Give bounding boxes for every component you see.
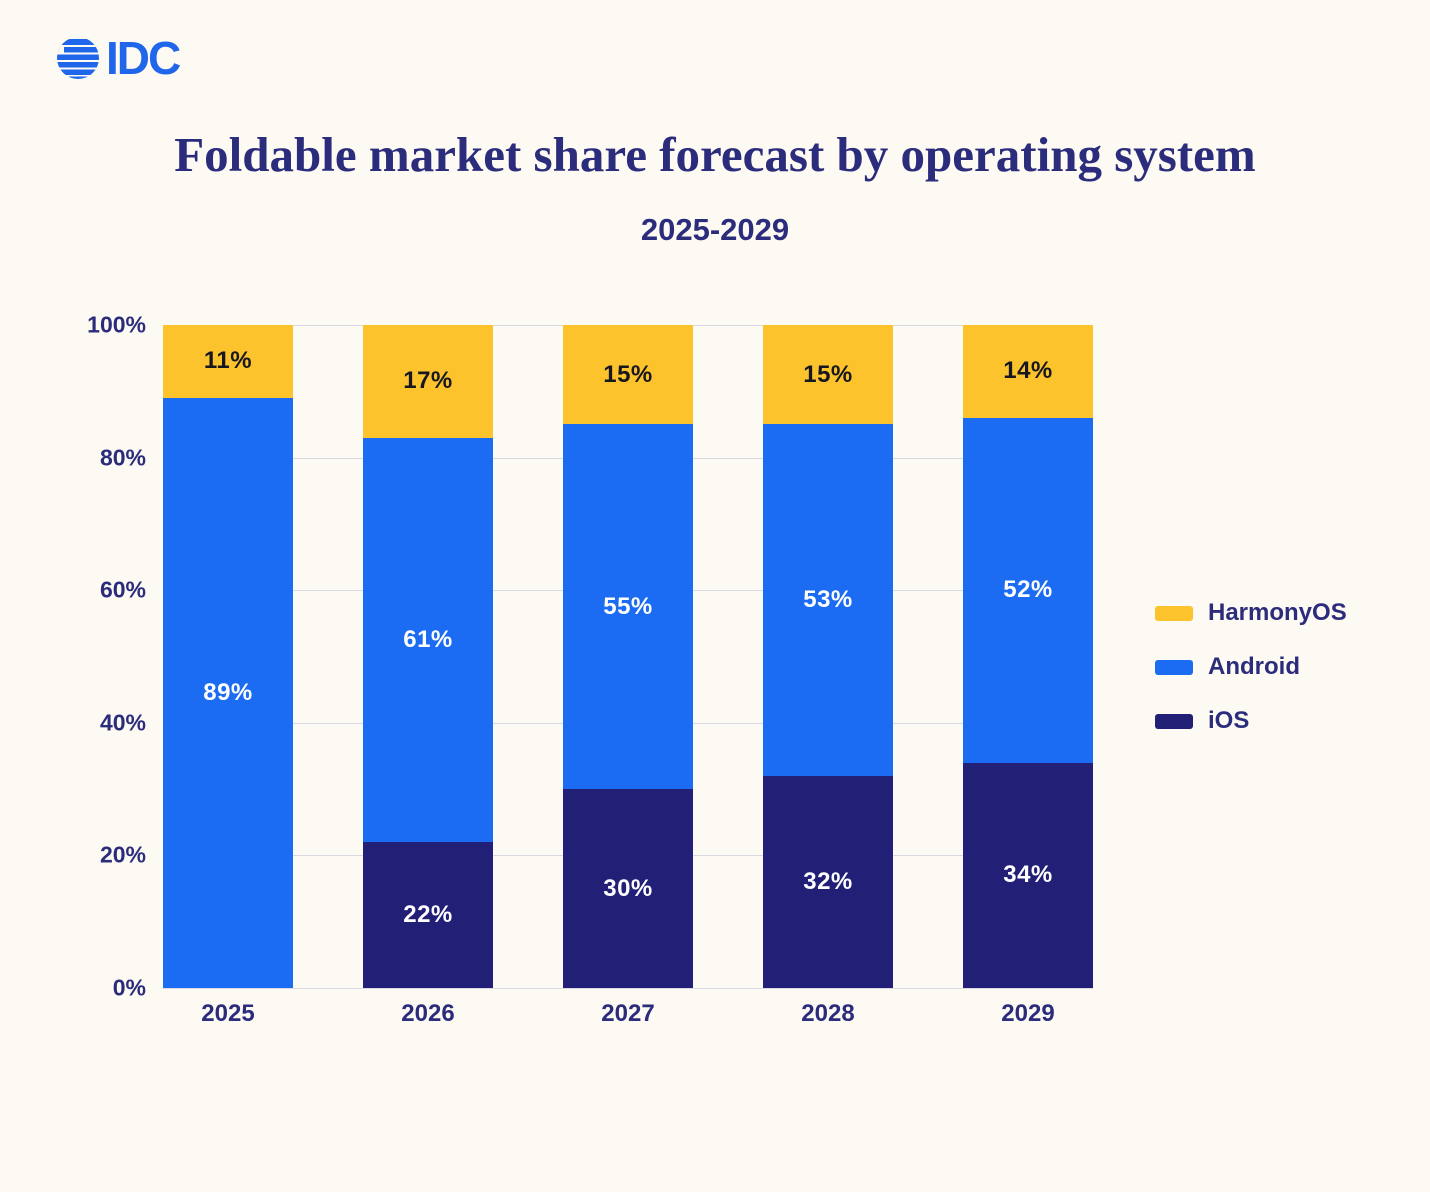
gridline-0 — [163, 988, 1093, 989]
legend-swatch-harmonyos — [1155, 605, 1193, 621]
bar-segment-ios-2029: 34% — [963, 762, 1093, 988]
legend-swatch-ios — [1155, 713, 1193, 729]
y-axis-tick-label: 60% — [99, 576, 146, 603]
bar-segment-android-2025: 89% — [163, 397, 293, 988]
legend-item-harmonyos: HarmonyOS — [1155, 599, 1347, 626]
y-axis-tick-label: 40% — [99, 709, 146, 736]
y-axis-tick-label: 100% — [87, 311, 146, 338]
y-axis-tick-label: 0% — [112, 974, 146, 1001]
bar-segment-harmonyos-2029: 14% — [963, 325, 1093, 418]
bar-segment-harmonyos-2025: 11% — [163, 325, 293, 398]
bar-segment-android-2028: 53% — [763, 424, 893, 776]
bar-segment-harmonyos-2028: 15% — [763, 325, 893, 425]
y-axis-tick-label: 80% — [99, 444, 146, 471]
x-axis-tick-label-2027: 2027 — [601, 1000, 655, 1027]
x-axis-tick-label-2029: 2029 — [1001, 1000, 1055, 1027]
idc-globe-icon — [54, 34, 102, 82]
bar-value-label: 11% — [203, 347, 253, 375]
chart-plot-area: 89% 11% 2025 22% 61% 17% 2026 30% 55% 15% 2027 32% 5… — [163, 325, 1093, 1027]
bar-value-label: 30% — [603, 874, 653, 902]
chart-subtitle: 2025-2029 — [640, 212, 790, 247]
bar-segment-harmonyos-2026: 17% — [363, 325, 493, 438]
legend-item-ios: iOS — [1155, 707, 1347, 734]
bar-value-label: 15% — [603, 360, 653, 388]
bar-segment-ios-2026: 22% — [363, 842, 493, 988]
legend-label: iOS — [1208, 707, 1250, 734]
y-axis-tick-label: 20% — [99, 841, 146, 868]
bar-segment-ios-2028: 32% — [763, 775, 893, 988]
bar-value-label: 34% — [1003, 861, 1053, 889]
bar-value-label: 22% — [403, 901, 453, 929]
idc-logo-text: IDC — [106, 32, 181, 84]
bar-segment-android-2027: 55% — [563, 424, 693, 790]
bar-value-label: 55% — [603, 592, 653, 620]
bar-segment-harmonyos-2027: 15% — [563, 325, 693, 425]
bar-2028: 32% 53% 15% — [763, 325, 893, 988]
bar-2025: 89% 11% — [163, 325, 293, 988]
bar-value-label: 32% — [803, 867, 853, 895]
idc-logo: IDC — [54, 32, 181, 84]
bar-value-label: 89% — [203, 678, 253, 706]
bar-value-label: 61% — [403, 625, 453, 653]
x-axis-tick-label-2028: 2028 — [801, 1000, 855, 1027]
page-title: Foldable market share forecast by operat… — [174, 127, 1256, 182]
legend-label: Android — [1208, 653, 1300, 680]
y-axis-labels: 0% 20% 40% 60% 80% 100% — [0, 0, 146, 1192]
bar-value-label: 52% — [1003, 576, 1053, 604]
x-axis-tick-label-2025: 2025 — [201, 1000, 255, 1027]
bar-value-label: 15% — [803, 360, 853, 388]
bar-2027: 30% 55% 15% — [563, 325, 693, 988]
chart-legend: HarmonyOS Android iOS — [1155, 599, 1347, 763]
legend-label: HarmonyOS — [1208, 599, 1347, 626]
bar-segment-android-2026: 61% — [363, 437, 493, 843]
bar-2026: 22% 61% 17% — [363, 325, 493, 988]
bar-value-label: 14% — [1003, 357, 1053, 385]
bar-segment-ios-2027: 30% — [563, 789, 693, 988]
bar-2029: 34% 52% 14% — [963, 325, 1093, 988]
bar-value-label: 53% — [803, 586, 853, 614]
bar-value-label: 17% — [403, 367, 453, 395]
legend-swatch-android — [1155, 659, 1193, 675]
x-axis-tick-label-2026: 2026 — [401, 1000, 455, 1027]
bar-segment-android-2029: 52% — [963, 417, 1093, 763]
legend-item-android: Android — [1155, 653, 1347, 680]
